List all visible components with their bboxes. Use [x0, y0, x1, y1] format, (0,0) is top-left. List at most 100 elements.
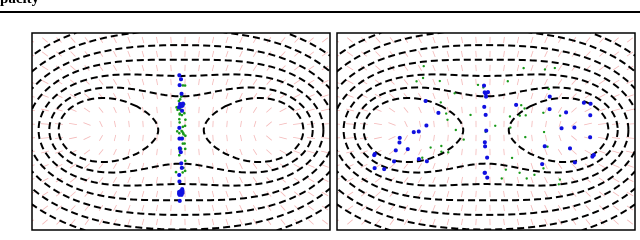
field-arrow: [432, 218, 436, 226]
field-arrow: [418, 50, 422, 58]
green-point: [422, 64, 425, 68]
field-arrow: [516, 162, 520, 170]
field-arrow: [461, 176, 463, 184]
field-arrow: [337, 54, 340, 57]
field-arrow: [446, 64, 450, 72]
field-arrow: [558, 120, 562, 128]
field-arrow: [156, 204, 158, 212]
contour: [57, 97, 160, 163]
green-point: [181, 84, 185, 87]
field-arrow: [544, 106, 548, 114]
green-point: [524, 135, 527, 139]
field-arrow: [346, 177, 354, 183]
field-arrow: [433, 134, 435, 142]
field-arrow: [403, 36, 409, 44]
green-point: [524, 114, 527, 117]
field-arrow: [557, 204, 563, 212]
field-arrow: [598, 79, 606, 85]
green-point: [178, 131, 181, 135]
field-arrow: [252, 163, 258, 169]
field-arrow: [266, 191, 272, 197]
field-arrow: [571, 205, 577, 211]
field-arrow: [418, 134, 422, 142]
field-arrow: [403, 65, 409, 71]
field-arrow: [225, 78, 229, 86]
field-arrow: [612, 65, 620, 71]
field-arrow: [626, 219, 634, 225]
field-arrow: [225, 218, 229, 226]
green-point: [509, 126, 512, 129]
field-arrow: [292, 123, 302, 125]
field-arrow: [530, 218, 534, 226]
green-point: [543, 68, 547, 71]
field-arrow: [32, 68, 35, 71]
green-point: [454, 128, 458, 132]
field-arrow: [113, 36, 117, 44]
field-arrow: [432, 64, 436, 72]
field-arrow: [403, 107, 409, 113]
field-arrow: [346, 191, 354, 197]
field-arrow: [432, 176, 436, 184]
field-arrow: [530, 92, 534, 100]
green-point: [184, 118, 187, 121]
field-arrow: [585, 51, 591, 57]
field-arrow: [55, 108, 63, 112]
field-arrow: [307, 177, 315, 183]
blue-point: [178, 101, 183, 106]
field-arrow: [461, 78, 463, 86]
field-arrow: [360, 191, 368, 197]
field-arrow: [516, 218, 520, 226]
field-arrow: [293, 65, 301, 71]
contour: [362, 97, 465, 163]
field-arrow: [530, 204, 534, 212]
blue-point: [397, 135, 402, 140]
green-point: [446, 118, 449, 121]
field-arrow: [461, 64, 463, 72]
field-arrow: [503, 78, 505, 86]
field-arrow: [32, 82, 35, 84]
field-arrow: [156, 36, 158, 44]
field-arrow: [557, 93, 563, 99]
field-arrow: [544, 162, 548, 170]
field-arrow: [211, 64, 215, 72]
field-arrow: [212, 106, 214, 114]
field-arrow: [127, 148, 131, 156]
field-arrow: [307, 191, 315, 197]
field-arrow: [446, 50, 450, 58]
field-arrow: [611, 137, 621, 139]
green-point: [453, 92, 456, 95]
field-arrow: [211, 78, 215, 86]
field-arrow: [280, 191, 286, 197]
field-arrow: [418, 176, 422, 184]
field-arrow: [113, 92, 117, 100]
field-arrow: [571, 135, 577, 141]
field-arrow: [389, 163, 395, 169]
contour: [202, 97, 305, 163]
blue-point: [567, 146, 572, 151]
contour: [48, 86, 314, 174]
field-arrow: [403, 163, 409, 169]
field-arrow: [55, 163, 63, 169]
green-point: [557, 183, 561, 186]
field-arrow: [530, 190, 534, 198]
field-arrow: [557, 106, 563, 114]
green-point: [462, 138, 465, 141]
green-point: [183, 84, 187, 87]
field-arrow: [337, 191, 340, 194]
field-arrow: [346, 150, 354, 154]
blue-point: [372, 166, 377, 171]
field-arrow: [321, 51, 329, 57]
field-arrow: [404, 134, 408, 142]
blue-point: [424, 123, 429, 128]
field-arrow: [41, 150, 49, 154]
field-arrow: [252, 65, 258, 71]
field-arrow: [626, 51, 634, 57]
green-point: [179, 95, 183, 98]
blue-point: [484, 94, 489, 99]
field-arrow: [403, 218, 409, 226]
field-arrow: [360, 163, 368, 169]
field-arrow: [55, 150, 63, 154]
field-arrow: [598, 191, 606, 197]
field-arrow: [389, 37, 395, 43]
green-point: [178, 97, 182, 101]
